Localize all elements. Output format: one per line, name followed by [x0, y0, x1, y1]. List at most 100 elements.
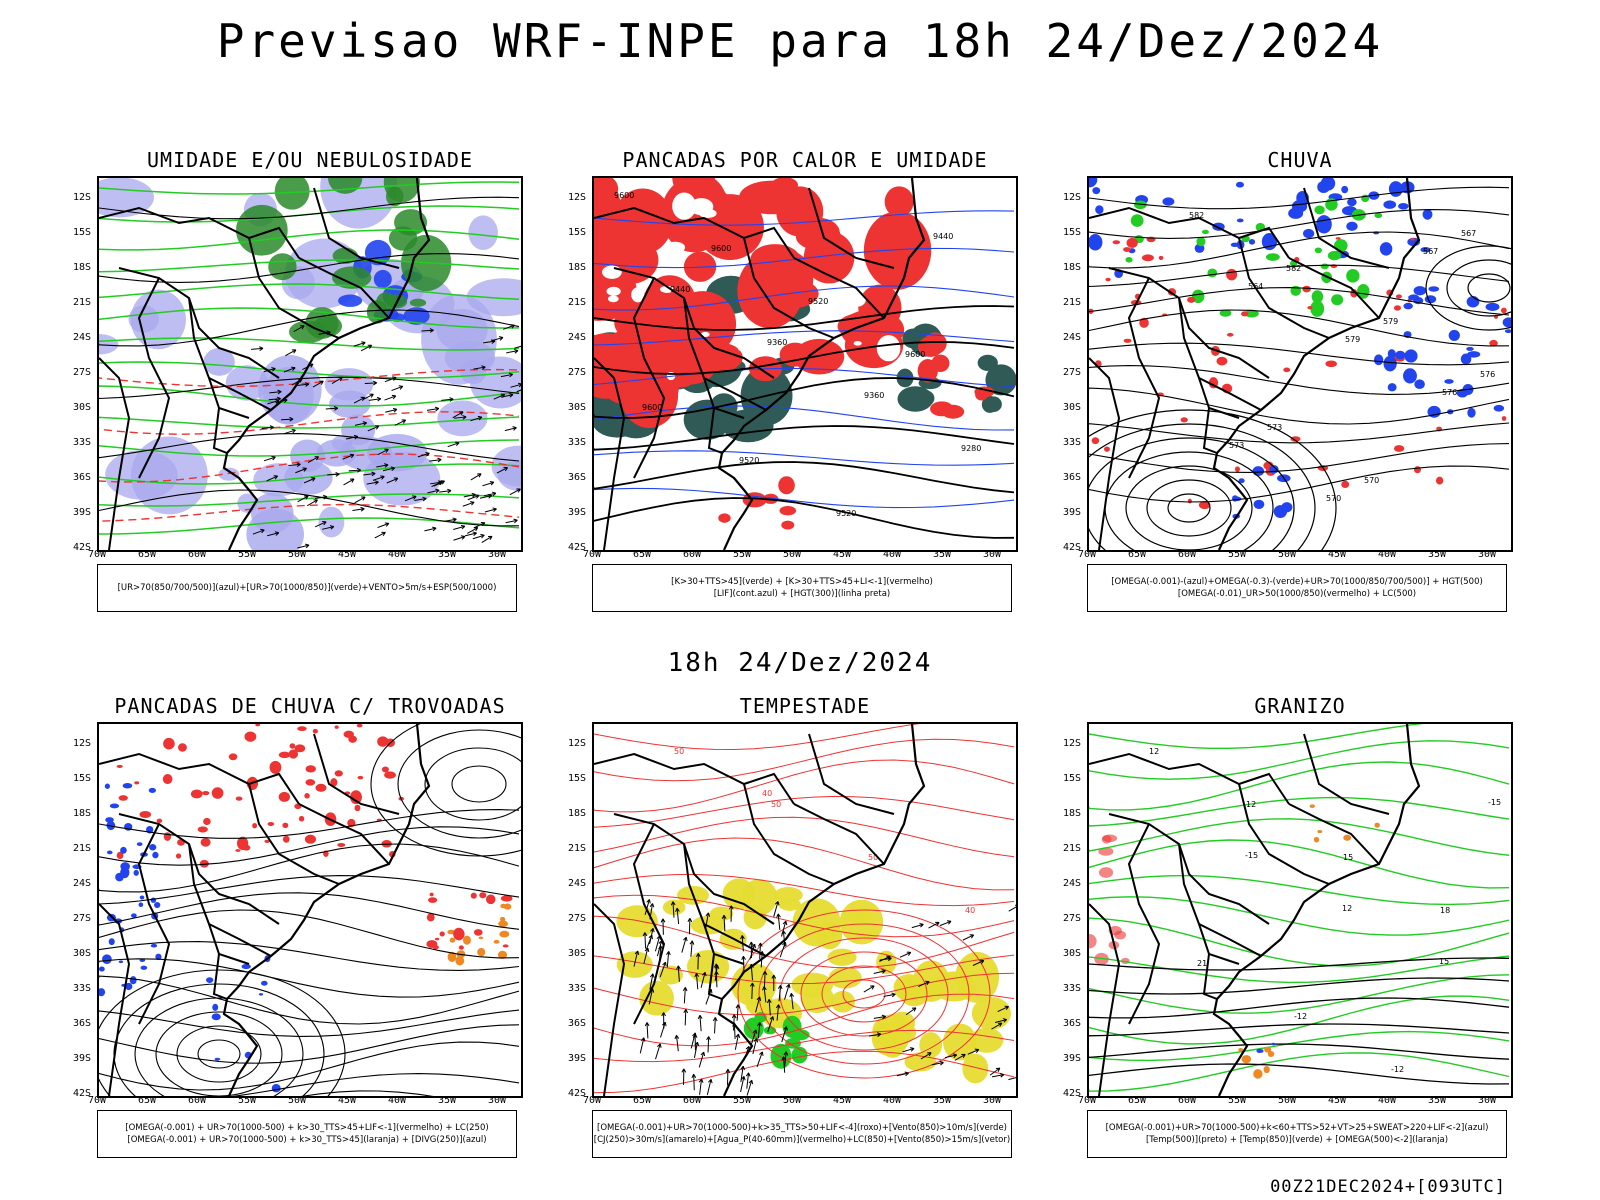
contour-label: 9520	[739, 456, 759, 465]
wind-vector-head	[437, 457, 442, 463]
wind-vector	[382, 467, 395, 472]
wind-vector	[655, 1043, 661, 1060]
wind-vector-head	[291, 428, 296, 434]
closed-contour	[99, 969, 346, 1096]
wind-vector-head	[374, 425, 380, 430]
tempestade-basemap	[594, 724, 926, 1096]
wind-vector-head	[480, 533, 485, 539]
wind-vector	[899, 951, 912, 958]
wind-vector-head	[919, 922, 924, 928]
wind-vector	[297, 544, 310, 549]
wind-vector	[666, 951, 670, 968]
omega-green-cell	[1130, 214, 1144, 227]
wind-vector	[639, 1037, 645, 1054]
wind-vector-head	[649, 973, 655, 978]
omega-ocean-blue-cell	[1502, 317, 1511, 328]
contour-label: 9360	[864, 391, 884, 400]
latitude-tick-label: 15S	[72, 773, 91, 784]
legend-line: [K>30+TTS>45](verde) + [K>30+TTS>45+LI<-…	[671, 577, 933, 587]
country-border	[313, 187, 400, 269]
humidity-low-levels-cell	[268, 253, 297, 281]
wind-vector-head	[452, 517, 457, 523]
omega-blue-cell	[1089, 234, 1103, 251]
wind-vector-head	[756, 996, 762, 1001]
contour-line	[1089, 1023, 1510, 1037]
omega500-north-cell	[1309, 804, 1315, 808]
contour-line	[1089, 761, 1510, 811]
contour-label: 579	[1345, 335, 1360, 344]
wind-vector	[646, 1022, 649, 1039]
omega-red-cell	[1393, 305, 1402, 311]
contour-line	[99, 909, 520, 959]
wind-vector	[768, 999, 771, 1016]
divergence-blue-cell	[106, 850, 113, 855]
map-canvas	[99, 724, 521, 1096]
thunder-red-cell	[305, 779, 316, 786]
country-border	[212, 407, 228, 454]
omega-ocean-blue-cell	[1395, 350, 1406, 360]
omega-green-cell	[1346, 269, 1360, 283]
coastline	[717, 724, 926, 1096]
latitude-tick-label: 39S	[567, 1053, 586, 1064]
wind-vector-head	[300, 325, 305, 330]
jet-stream-yellow-cell	[828, 966, 862, 989]
longitude-tick-label: 60W	[682, 549, 702, 560]
longitude-tick-label: 60W	[187, 1095, 207, 1106]
wind-vector-head	[412, 495, 417, 500]
contour-label: 9520	[808, 297, 828, 306]
wind-vector	[303, 477, 316, 484]
high-pressure-rings	[1425, 245, 1511, 331]
coastline	[1212, 178, 1421, 550]
wind-vector-head	[360, 396, 366, 402]
contour-label: 50	[868, 853, 878, 862]
jet-stream-east-cell	[971, 996, 1012, 1030]
map-canvas	[99, 178, 521, 550]
omega-blue-cell	[1248, 238, 1256, 245]
wind-vector	[755, 996, 761, 1013]
contour-line	[594, 816, 1015, 858]
closed-contour	[155, 1011, 283, 1096]
omega-blue-cell	[1236, 218, 1244, 223]
wind-vector	[677, 965, 680, 982]
country-border	[298, 803, 390, 865]
latitude-tick-label: 24S	[567, 878, 586, 889]
wind-vector	[479, 495, 492, 499]
country-border	[743, 237, 835, 339]
longitude-tick-label: 35W	[1427, 1095, 1447, 1106]
thunder-red-cell	[211, 787, 224, 799]
wind-vector	[404, 495, 417, 502]
contour-line	[1089, 997, 1510, 1019]
wind-vector-head	[749, 982, 755, 987]
omega-blue-cell	[1341, 185, 1349, 194]
wind-vector-head	[289, 416, 294, 422]
latitude-tick-label: 39S	[72, 507, 91, 518]
panel-title: GRANIZO	[1254, 694, 1346, 718]
country-border	[632, 823, 666, 1025]
map-pancadas-calor: 9600 9600 9520 9600 9600 9520 9520 9440 9440 9360…	[592, 176, 1018, 552]
hgt500-lines	[1089, 186, 1510, 503]
longitude-tick-label: 30W	[1477, 549, 1497, 560]
wind-vector	[659, 962, 667, 978]
wind-vector-head	[644, 1022, 650, 1027]
contour-line	[99, 875, 520, 905]
contour-label: 576	[1442, 388, 1457, 397]
omega-blue-cell	[1089, 178, 1098, 188]
wind-vector-head	[322, 521, 327, 526]
wind-vector	[644, 899, 650, 915]
wind-vector	[501, 394, 514, 398]
run-timestamp: 00Z21DEC2024+[093UTC]	[1270, 1177, 1506, 1197]
wind-vector-head	[514, 348, 519, 354]
wind-vector	[424, 527, 437, 532]
wind-vector-head	[269, 425, 274, 430]
wind-vector	[470, 416, 482, 422]
unstable-south-cell	[779, 505, 797, 516]
omega-red-cell	[1226, 268, 1238, 281]
wind-vector-head	[492, 507, 497, 512]
wind-vector-head	[674, 1034, 680, 1040]
wind-vector-head	[753, 1038, 759, 1043]
wind-vector-head	[488, 535, 493, 541]
wind-vector	[756, 1051, 763, 1068]
longitude-tick-label: 60W	[187, 549, 207, 560]
divergence-south-cell	[271, 1084, 281, 1093]
country-border	[808, 187, 895, 269]
